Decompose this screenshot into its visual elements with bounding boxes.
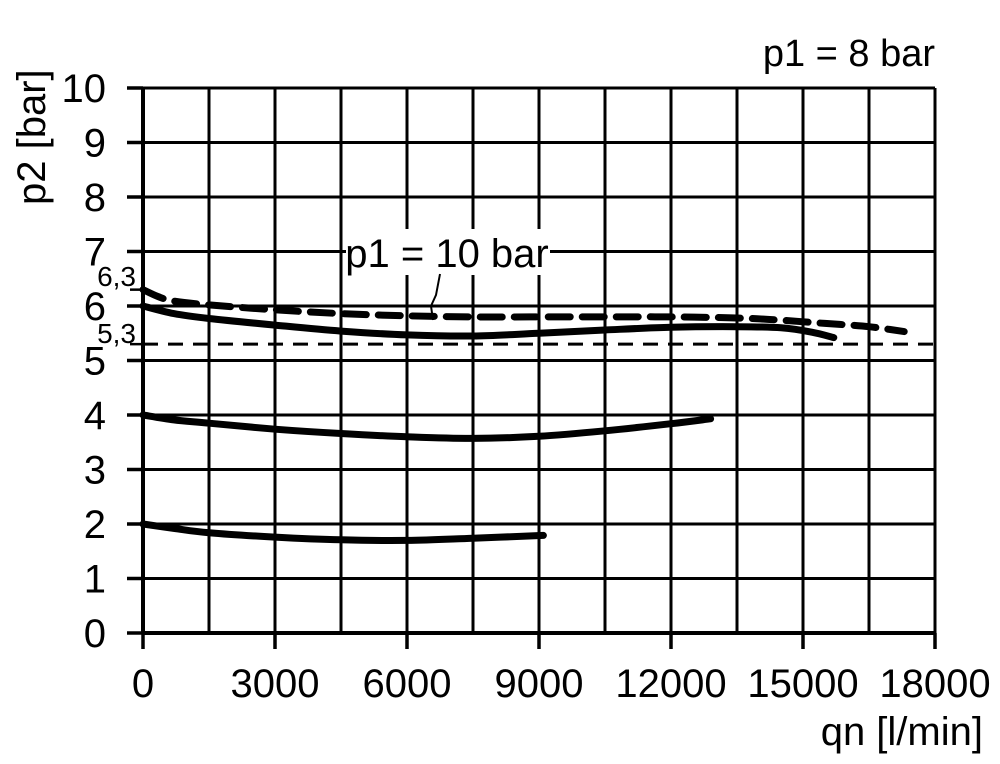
- y-tick-label: 2: [84, 503, 106, 547]
- grid-lines: [141, 86, 937, 635]
- x-tick-label: 18000: [879, 662, 990, 706]
- x-tick-label: 12000: [615, 662, 726, 706]
- ref-label-5-3: 5,3: [97, 318, 136, 349]
- curve-setting-4-bar: [139, 411, 715, 442]
- y-tick-label: 6: [84, 285, 106, 329]
- y-tick-label: 5: [84, 340, 106, 384]
- curve-p1-10-dashed: [139, 286, 908, 336]
- x-axis-title: qn [l/min]: [821, 710, 983, 754]
- x-tick-label: 6000: [363, 662, 452, 706]
- x-tick-label: 15000: [747, 662, 858, 706]
- y-tick-label: 0: [84, 612, 106, 656]
- x-tick-label: 0: [132, 662, 154, 706]
- ref-label-6-3: 6,3: [97, 261, 136, 292]
- tick-labels: 0 3000 6000 9000 12000 15000 18000 0 1 2 3 4 5 6 7 8 9 10: [62, 67, 991, 706]
- y-tick-label: 9: [84, 122, 106, 166]
- annotation-p1-10bar: p1 = 10 bar: [345, 232, 549, 276]
- curve-p1-8-solid: [139, 302, 838, 342]
- y-tick-label: 1: [84, 558, 106, 602]
- x-tick-label: 9000: [495, 662, 584, 706]
- axis-ticks: [127, 86, 937, 649]
- y-tick-label: 10: [62, 67, 107, 111]
- y-axis-title: p2 [bar]: [10, 69, 54, 205]
- callout-leader-line: [430, 273, 441, 321]
- callout-halo: [346, 229, 550, 275]
- y-tick-label: 8: [84, 176, 106, 220]
- x-tick-label: 3000: [231, 662, 320, 706]
- data-curves: [139, 286, 908, 544]
- y-tick-label: 3: [84, 449, 106, 493]
- y-tick-label: 4: [84, 394, 106, 438]
- annotation-p1-8bar: p1 = 8 bar: [763, 33, 936, 75]
- curve-setting-2-bar: [139, 520, 547, 544]
- y-tick-label: 7: [84, 231, 106, 275]
